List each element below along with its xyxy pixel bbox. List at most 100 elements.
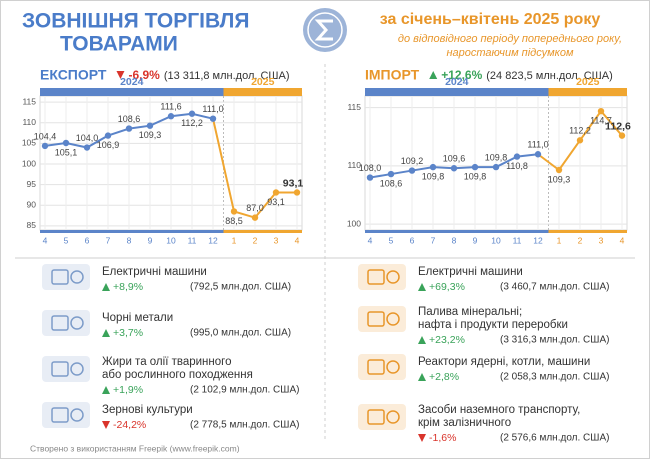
value-label: 109,8 [422, 171, 445, 181]
period-band [548, 88, 627, 96]
item-icon [42, 310, 90, 336]
item-value: (3 460,7 млн.дол. США) [500, 282, 609, 293]
icon-shape [386, 410, 400, 424]
period-label: 2024 [120, 76, 144, 88]
change-arrow [102, 329, 110, 337]
axis-band [40, 230, 224, 233]
point [146, 122, 154, 129]
title-line: ТОВАРАМИ [60, 33, 178, 56]
icon-shape [70, 270, 84, 284]
point [429, 163, 437, 171]
change-arrow [418, 283, 426, 291]
item-change: +23,2% [429, 334, 465, 346]
y-tick-label: 85 [27, 220, 37, 230]
icon-shape [386, 270, 400, 284]
icon-shape [51, 269, 69, 285]
point [293, 189, 301, 196]
value-label: 111,6 [160, 102, 181, 112]
value-label: 93,1 [267, 197, 285, 207]
total: (24 823,5 млн.дол. США) [486, 70, 613, 82]
icon-shape [70, 316, 84, 330]
x-tick-label: 7 [106, 235, 111, 245]
item-name: Електричні машини [102, 266, 207, 278]
title-line: ЗОВНІШНЯ ТОРГІВЛЯ [22, 10, 249, 33]
y-tick-label: 100 [22, 158, 36, 168]
icon-shape [386, 360, 400, 374]
point [534, 151, 542, 158]
item-icon [42, 402, 90, 428]
y-tick-label: 115 [347, 102, 361, 112]
value-label: 108,0 [359, 163, 382, 173]
axis-band [548, 230, 627, 233]
item-name: Зернові культури [102, 404, 193, 416]
x-tick-label: 4 [620, 235, 625, 245]
item-value: (2 576,6 млн.дол. США) [500, 433, 609, 444]
icon-shape [51, 407, 69, 423]
item-change: -1,6% [429, 432, 456, 444]
item-name: нафта і продукти переробки [418, 319, 568, 331]
item-name: Реактори ядерні, котли, машини [418, 356, 590, 368]
point [167, 113, 175, 120]
item-change: +8,9% [113, 281, 143, 293]
period-label: 2025 [251, 76, 275, 88]
value-label: 93,1 [283, 177, 304, 189]
value-label: 104,4 [34, 131, 57, 141]
x-tick-label: 6 [85, 235, 90, 245]
point [408, 167, 416, 174]
x-tick-label: 5 [389, 235, 394, 245]
item-name: Палива мінеральні; [418, 306, 522, 318]
change-arrow [418, 336, 426, 344]
item-name: крім залізничного [418, 417, 511, 429]
item-value: (995,0 млн.дол. США) [190, 328, 291, 339]
point [251, 214, 259, 221]
value-label: 109,8 [485, 152, 508, 162]
y-tick-label: 115 [22, 96, 36, 106]
item-value: (792,5 млн.дол. США) [190, 282, 291, 293]
value-label: 109,3 [548, 174, 571, 184]
point [618, 132, 626, 139]
y-tick-label: 100 [347, 218, 361, 228]
change-arrow [102, 421, 110, 429]
x-tick-label: 6 [410, 235, 415, 245]
chart-title: ЕКСПОРТ [40, 67, 107, 83]
x-tick-label: 3 [274, 235, 279, 245]
x-tick-label: 11 [188, 235, 197, 245]
point [513, 153, 521, 160]
point [387, 170, 395, 178]
value-label: 109,6 [443, 154, 466, 164]
change-arrow [429, 71, 438, 79]
point [366, 174, 374, 181]
point [492, 163, 500, 171]
x-tick-label: 4 [295, 235, 300, 245]
item-icon [358, 306, 406, 332]
item-value: (2 058,3 млн.дол. США) [500, 372, 609, 383]
value-label: 111,0 [202, 104, 223, 114]
x-tick-label: 7 [431, 235, 436, 245]
x-tick-label: 12 [208, 235, 218, 245]
value-label: 108,6 [380, 178, 403, 188]
item-change: +2,8% [429, 371, 459, 383]
total: (13 311,8 млн.дол. США) [164, 70, 290, 82]
change-arrow [116, 71, 125, 79]
point [576, 137, 584, 144]
item-name: Чорні метали [102, 312, 173, 324]
y-tick-label: 110 [22, 117, 36, 127]
item-name: Електричні машини [418, 266, 523, 278]
value-label: 108,6 [118, 114, 141, 124]
point [597, 107, 605, 115]
point [125, 125, 133, 132]
icon-shape [367, 311, 385, 327]
x-tick-label: 4 [43, 235, 48, 245]
change-arrow [102, 386, 110, 394]
value-label: 111,0 [527, 140, 548, 150]
point [83, 144, 91, 151]
change-arrow [418, 434, 426, 442]
item-value: (2 102,9 млн.дол. США) [190, 385, 299, 396]
icon-shape [386, 312, 400, 326]
point [209, 115, 217, 122]
axis-band [223, 230, 302, 233]
chart-title: ІМПОРТ [365, 67, 420, 83]
period-band [365, 88, 549, 96]
